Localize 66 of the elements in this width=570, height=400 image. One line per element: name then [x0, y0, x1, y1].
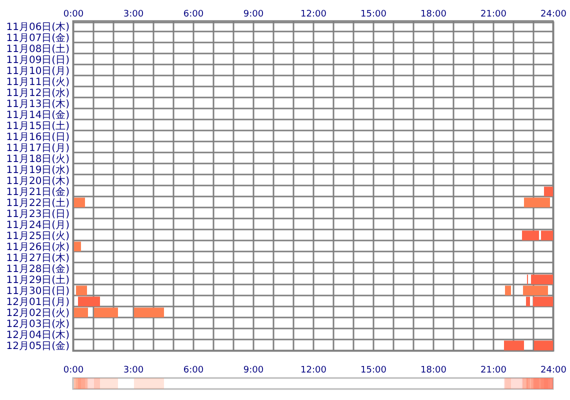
x2-tick-label: 15:00	[360, 366, 387, 376]
x-tick-label: 9:00	[243, 10, 264, 20]
y-tick-label: 11月07日(金)	[6, 32, 70, 44]
y-tick-label: 11月21日(金)	[6, 186, 70, 198]
x-tick-label: 0:00	[63, 10, 84, 20]
x2-tick-label: 12:00	[300, 366, 327, 376]
y-tick-label: 11月08日(土)	[6, 43, 70, 55]
x2-tick-label: 9:00	[243, 366, 264, 376]
bar	[94, 308, 118, 318]
y-tick-label: 11月27日(木)	[6, 252, 70, 264]
y-tick-label: 11月23日(日)	[6, 209, 70, 220]
bar	[541, 230, 553, 240]
y-tick-label: 11月06日(木)	[6, 21, 70, 33]
y-tick-label: 11月12日(水)	[6, 87, 70, 99]
y-tick-label: 11月13日(木)	[6, 98, 70, 110]
bar	[531, 274, 553, 284]
x-tick-label: 6:00	[183, 10, 204, 20]
y-tick-label: 11月28日(金)	[6, 263, 70, 275]
y-tick-label: 11月09日(日)	[6, 55, 70, 66]
x2-tick-label: 18:00	[420, 366, 447, 376]
y-tick-label: 12月02日(火)	[6, 307, 70, 319]
bar	[522, 230, 539, 240]
y-tick-label: 12月03日(水)	[6, 318, 70, 330]
y-tick-label: 11月30日(日)	[6, 286, 70, 297]
y-tick-label: 12月05日(金)	[6, 340, 70, 352]
bar	[523, 286, 548, 296]
bar	[544, 186, 553, 196]
bar	[533, 296, 553, 306]
x2-tick-label: 24:00	[540, 366, 567, 376]
x-tick-label: 24:00	[540, 10, 567, 20]
y-tick-label: 11月18日(火)	[6, 153, 70, 165]
y-tick-label: 11月11日(火)	[6, 76, 70, 88]
x-tick-label: 21:00	[480, 10, 507, 20]
bar	[76, 286, 87, 296]
y-tick-label: 11月17日(月)	[6, 143, 70, 154]
x-tick-label: 15:00	[360, 10, 387, 20]
bar	[526, 296, 530, 306]
y-tick-label: 11月24日(月)	[6, 220, 70, 231]
y-tick-label: 11月19日(水)	[6, 164, 70, 176]
y-tick-label: 11月14日(金)	[6, 109, 70, 121]
bar	[524, 198, 550, 208]
bar	[74, 308, 88, 318]
bar	[78, 296, 100, 306]
x2-tick-label: 3:00	[123, 366, 144, 376]
x-tick-label: 12:00	[300, 10, 327, 20]
y-tick-label: 11月10日(月)	[6, 66, 70, 77]
x2-tick-label: 0:00	[63, 366, 84, 376]
bar	[134, 308, 164, 318]
x2-tick-label: 6:00	[183, 366, 204, 376]
y-tick-label: 12月04日(木)	[6, 329, 70, 341]
y-tick-label: 12月01日(月)	[6, 297, 70, 308]
bar	[505, 286, 511, 296]
bar	[74, 198, 85, 208]
x-tick-label: 18:00	[420, 10, 447, 20]
y-tick-label: 11月22日(土)	[6, 197, 70, 209]
x-tick-label: 3:00	[123, 10, 144, 20]
y-tick-label: 11月26日(水)	[6, 241, 70, 253]
bar	[504, 340, 524, 350]
bar	[534, 340, 553, 350]
y-tick-label: 11月20日(木)	[6, 175, 70, 187]
bar	[74, 242, 81, 252]
y-tick-label: 11月15日(土)	[6, 120, 70, 132]
y-tick-label: 11月25日(火)	[6, 230, 70, 242]
y-tick-label: 11月29日(土)	[6, 274, 70, 286]
x2-tick-label: 21:00	[480, 366, 507, 376]
y-tick-label: 11月16日(日)	[6, 132, 70, 143]
